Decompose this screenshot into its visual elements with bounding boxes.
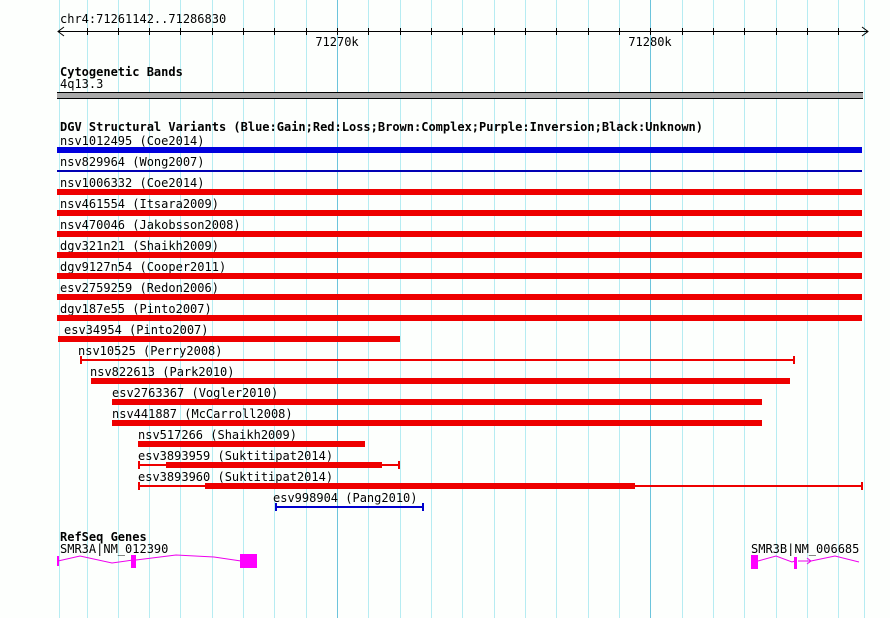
gridline xyxy=(744,0,745,618)
variant-range-line-nsv10525[interactable] xyxy=(80,359,793,361)
ruler-coordinate-label: 71280k xyxy=(628,35,672,49)
gridline xyxy=(274,0,275,618)
variant-label-esv2759259[interactable]: esv2759259 (Redon2006) xyxy=(60,281,219,295)
gene-label-SMR3A[interactable]: SMR3A|NM_012390 xyxy=(60,542,169,556)
gene-model-SMR3B-intron-line[interactable] xyxy=(810,555,860,563)
gridline xyxy=(807,0,808,618)
gridline xyxy=(864,0,865,618)
variant-range-line-esv998904[interactable] xyxy=(275,506,422,508)
gridline xyxy=(838,0,839,618)
variant-range-line-esv3893959[interactable] xyxy=(138,464,166,466)
gridline xyxy=(306,0,307,618)
variant-label-esv998904[interactable]: esv998904 (Pang2010) xyxy=(273,491,418,505)
gene-model-SMR3A-intron-line[interactable] xyxy=(135,554,242,562)
gridline xyxy=(212,0,213,618)
variant-end-tick-esv998904[interactable] xyxy=(422,503,424,511)
variant-label-esv2763367[interactable]: esv2763367 (Vogler2010) xyxy=(112,386,279,400)
gene-label-SMR3B[interactable]: SMR3B|NM_006685 xyxy=(751,542,860,556)
variant-bar-dgv187e55[interactable] xyxy=(57,315,862,321)
cytoband-name-label: 4q13.3 xyxy=(60,77,104,91)
variant-bar-esv2763367[interactable] xyxy=(112,399,762,405)
refseq-genes-header: RefSeq Genes xyxy=(60,530,147,544)
variant-label-dgv321n21[interactable]: dgv321n21 (Shaikh2009) xyxy=(60,239,219,253)
variant-bar-nsv441887[interactable] xyxy=(112,420,762,426)
gridline xyxy=(87,0,88,618)
gene-model-SMR3A-exon[interactable] xyxy=(240,554,257,568)
gridline xyxy=(619,0,620,618)
gridline xyxy=(180,0,181,618)
ruler-coordinate-label: 71270k xyxy=(315,35,359,49)
variant-label-nsv461554[interactable]: nsv461554 (Itsara2009) xyxy=(60,197,219,211)
variant-label-esv34954[interactable]: esv34954 (Pinto2007) xyxy=(64,323,209,337)
gene-model-SMR3A-intron-line[interactable] xyxy=(57,555,134,564)
variant-label-nsv10525[interactable]: nsv10525 (Perry2008) xyxy=(78,344,223,358)
gridline xyxy=(713,0,714,618)
gridline xyxy=(59,0,60,618)
cytogenetic-bands-header: Cytogenetic Bands xyxy=(60,65,183,79)
variant-range-line-nsv829964[interactable] xyxy=(57,170,862,172)
gene-model-SMR3B-intron-line[interactable] xyxy=(757,555,796,563)
ruler-right-arrow-icon xyxy=(861,26,869,37)
variant-label-esv3893960[interactable]: esv3893960 (Suktitipat2014) xyxy=(138,470,334,484)
variant-label-nsv441887[interactable]: nsv441887 (McCarroll2008) xyxy=(112,407,293,421)
variant-bar-nsv470046[interactable] xyxy=(57,231,862,237)
gridline xyxy=(776,0,777,618)
variant-label-esv3893959[interactable]: esv3893959 (Suktitipat2014) xyxy=(138,449,334,463)
gridline xyxy=(243,0,244,618)
gridline xyxy=(556,0,557,618)
cytoband-bar xyxy=(57,92,863,99)
gridline xyxy=(588,0,589,618)
variant-range-line-esv3893960[interactable] xyxy=(138,485,205,487)
variant-label-dgv187e55[interactable]: dgv187e55 (Pinto2007) xyxy=(60,302,212,316)
variant-end-tick-esv3893960[interactable] xyxy=(861,482,863,490)
variant-bar-nsv517266[interactable] xyxy=(138,441,365,447)
gene-model-SMR3B-exon[interactable] xyxy=(751,555,758,569)
variant-label-nsv470046[interactable]: nsv470046 (Jakobsson2008) xyxy=(60,218,241,232)
variant-bar-dgv9127n54[interactable] xyxy=(57,273,862,279)
variant-bar-esv3893960[interactable] xyxy=(205,483,635,489)
variant-end-tick-esv3893959[interactable] xyxy=(398,461,400,469)
gridline xyxy=(682,0,683,618)
variant-label-nsv1006332[interactable]: nsv1006332 (Coe2014) xyxy=(60,176,205,190)
variant-bar-nsv1012495[interactable] xyxy=(57,147,862,153)
variant-label-dgv9127n54[interactable]: dgv9127n54 (Cooper2011) xyxy=(60,260,227,274)
gridline xyxy=(462,0,463,618)
variant-bar-esv34954[interactable] xyxy=(58,336,400,342)
gridline xyxy=(525,0,526,618)
region-title: chr4:71261142..71286830 xyxy=(60,12,227,26)
variant-bar-nsv1006332[interactable] xyxy=(57,189,862,195)
variant-label-nsv822613[interactable]: nsv822613 (Park2010) xyxy=(90,365,235,379)
gridline xyxy=(400,0,401,618)
gridline xyxy=(368,0,369,618)
gridline xyxy=(494,0,495,618)
variant-bar-dgv321n21[interactable] xyxy=(57,252,862,258)
dgv-track-header: DGV Structural Variants (Blue:Gain;Red:L… xyxy=(60,120,703,134)
variant-range-line-esv3893959[interactable] xyxy=(382,464,398,466)
variant-label-nsv517266[interactable]: nsv517266 (Shaikh2009) xyxy=(138,428,297,442)
variant-label-nsv829964[interactable]: nsv829964 (Wong2007) xyxy=(60,155,205,169)
gridline-major xyxy=(337,0,338,618)
variant-label-nsv1012495[interactable]: nsv1012495 (Coe2014) xyxy=(60,134,205,148)
gene-model-SMR3A-exon[interactable] xyxy=(131,555,136,568)
variant-bar-nsv461554[interactable] xyxy=(57,210,862,216)
gridline-major xyxy=(650,0,651,618)
variant-bar-esv2759259[interactable] xyxy=(57,294,862,300)
gene-model-SMR3B-exon[interactable] xyxy=(794,557,797,569)
variant-bar-nsv822613[interactable] xyxy=(91,378,790,384)
gridline xyxy=(149,0,150,618)
variant-bar-esv3893959[interactable] xyxy=(166,462,382,468)
variant-range-line-esv3893960[interactable] xyxy=(635,485,861,487)
gridline xyxy=(431,0,432,618)
gridline xyxy=(118,0,119,618)
variant-end-tick-nsv10525[interactable] xyxy=(793,356,795,364)
